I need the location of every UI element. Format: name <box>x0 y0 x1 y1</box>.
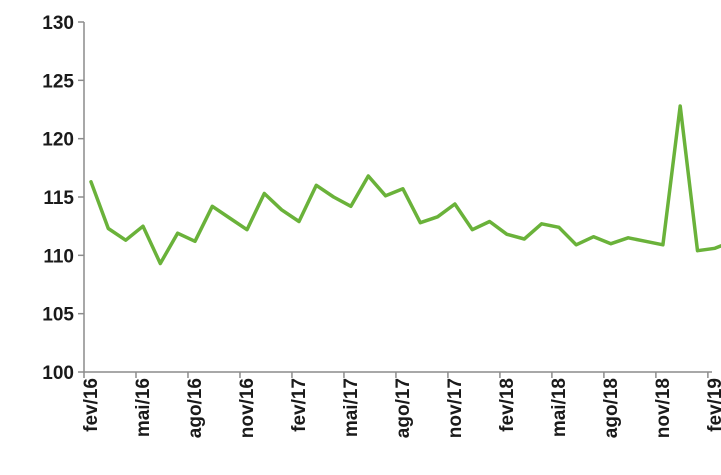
x-tick-label: mai/17 <box>341 378 362 437</box>
y-tick-label: 125 <box>42 71 74 92</box>
x-tick-label: mai/18 <box>549 378 570 437</box>
x-tick-label: fev/17 <box>289 378 310 432</box>
x-tick-label: fev/16 <box>81 378 102 432</box>
x-tick-label: fev/18 <box>497 378 518 432</box>
x-tick-label: ago/18 <box>601 378 622 438</box>
x-tick-label: ago/16 <box>185 378 206 438</box>
series-line-0 <box>89 104 721 266</box>
x-tick-label: nov/18 <box>653 378 674 438</box>
x-tick-label: mai/16 <box>133 378 154 437</box>
series-group <box>89 104 721 266</box>
y-axis: 100 105 110 115 120 125 130 <box>42 13 85 384</box>
y-tick-label: 100 <box>42 363 74 384</box>
y-tick-label: 130 <box>42 13 74 34</box>
x-tick-label: nov/17 <box>445 378 466 438</box>
y-tick-label: 110 <box>43 246 74 267</box>
y-tick-label: 120 <box>42 130 74 151</box>
x-tick-label: ago/17 <box>393 378 414 438</box>
x-tick-label: nov/16 <box>237 378 258 438</box>
x-axis: fev/16 mai/16 ago/16 nov/16 fev/17 mai/17 ago/… <box>81 371 721 438</box>
y-tick-label: 115 <box>43 188 74 209</box>
x-tick-label: fev/19 <box>705 378 721 432</box>
y-tick-label: 105 <box>42 305 74 326</box>
